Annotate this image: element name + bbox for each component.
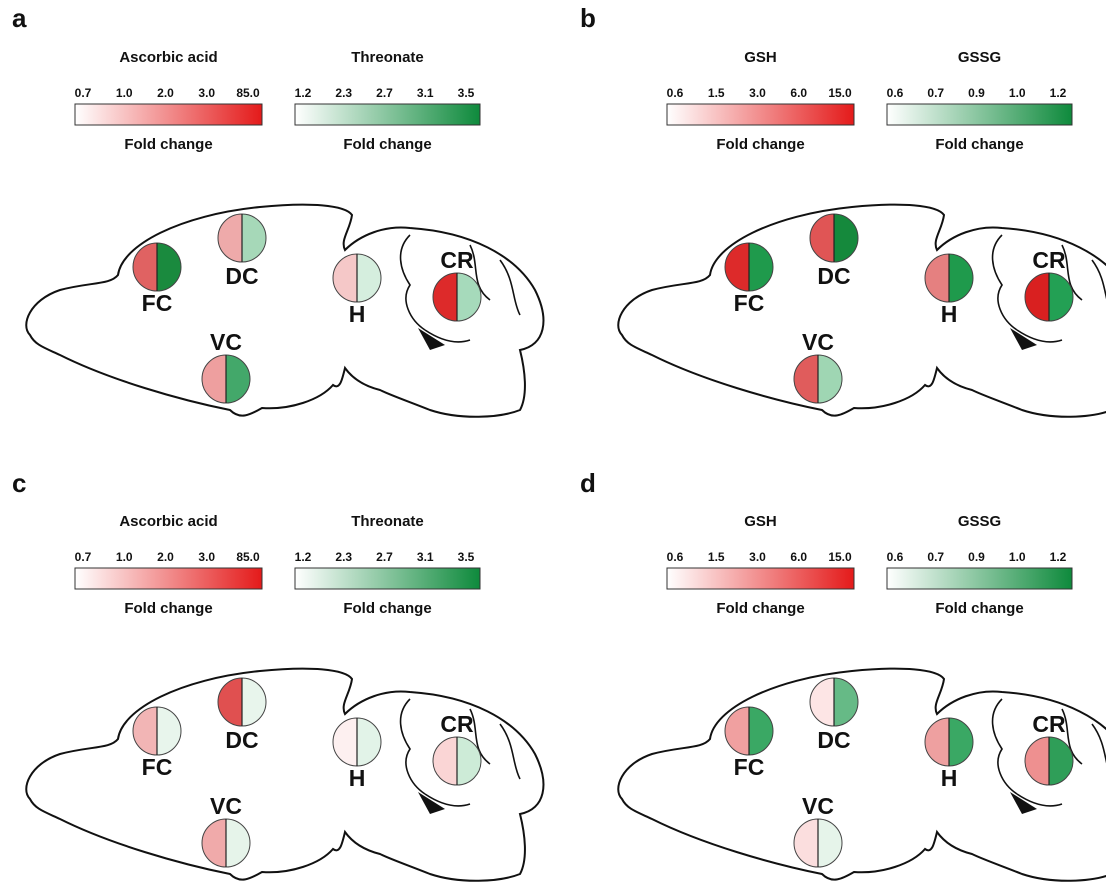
legend-tick-label: 1.2 (1050, 550, 1067, 564)
region-label: DC (817, 727, 850, 753)
legend-tick-label: 0.6 (667, 86, 684, 100)
region-label: DC (817, 263, 850, 289)
color-bar (667, 104, 854, 125)
legend-title: GSSG (958, 513, 1001, 530)
legend-title: GSH (744, 513, 777, 530)
legend-tick-label: 3.1 (417, 550, 434, 564)
legend-tick-label: 1.0 (116, 86, 133, 100)
legend-title: GSH (744, 49, 777, 66)
legend-tick-label: 2.7 (376, 550, 393, 564)
region-label: FC (734, 290, 765, 316)
legend-tick-label: 3.0 (749, 86, 766, 100)
legend-tick-label: 3.5 (458, 86, 475, 100)
legend-tick-label: 1.5 (708, 550, 725, 564)
color-bar (887, 568, 1072, 589)
region-label: H (349, 301, 366, 327)
color-bar (295, 104, 480, 125)
panel-letter: c (12, 468, 26, 498)
panel-letter: a (12, 3, 27, 33)
region-label: VC (802, 793, 834, 819)
color-bar (75, 568, 262, 589)
legend-label: Fold change (124, 136, 212, 153)
legend-tick-label: 0.7 (75, 550, 92, 564)
region-label: DC (225, 263, 258, 289)
figure: a Ascorbic acid 0.7 1.0 2.0 3.0 85.0 Fold chang… (0, 0, 1106, 890)
region-label: VC (210, 793, 242, 819)
color-bar (667, 568, 854, 589)
legend-label: Fold change (716, 136, 804, 153)
region-label: VC (210, 329, 242, 355)
region-label: DC (225, 727, 258, 753)
region-label: FC (142, 290, 173, 316)
region-label: CR (1032, 247, 1066, 273)
legend-tick-label: 3.0 (198, 86, 215, 100)
legend-tick-label: 2.0 (157, 550, 174, 564)
legend-tick-label: 0.9 (968, 550, 985, 564)
legend-tick-label: 2.7 (376, 86, 393, 100)
region-label: H (941, 301, 958, 327)
legend-title: Threonate (351, 49, 424, 66)
color-bar (887, 104, 1072, 125)
panel-letter: b (580, 3, 596, 33)
legend-title: Threonate (351, 513, 424, 530)
legend-tick-label: 2.3 (335, 86, 352, 100)
panel: GSH 0.6 1.5 3.0 6.0 15.0 Fold change GSSG 0.6 0.7… (618, 513, 1106, 881)
legend-label: Fold change (343, 600, 431, 617)
legend-tick-label: 0.7 (75, 86, 92, 100)
region-label: H (941, 765, 958, 791)
legend-tick-label: 3.0 (198, 550, 215, 564)
region-label: FC (142, 754, 173, 780)
legend-tick-label: 85.0 (236, 550, 260, 564)
legend-tick-label: 1.5 (708, 86, 725, 100)
region-label: VC (802, 329, 834, 355)
region-label: CR (1032, 711, 1066, 737)
color-bar (75, 104, 262, 125)
legend-tick-label: 1.2 (295, 86, 312, 100)
legend-tick-label: 1.0 (1009, 86, 1026, 100)
legend-tick-label: 15.0 (828, 550, 852, 564)
legend-label: Fold change (716, 600, 804, 617)
region-label: CR (440, 247, 474, 273)
panel: Ascorbic acid 0.7 1.0 2.0 3.0 85.0 Fold change… (26, 513, 543, 881)
legend-tick-label: 6.0 (790, 86, 807, 100)
region-label: CR (440, 711, 474, 737)
legend-tick-label: 1.0 (1009, 550, 1026, 564)
legend-tick-label: 3.1 (417, 86, 434, 100)
legend-tick-label: 15.0 (828, 86, 852, 100)
legend-label: Fold change (124, 600, 212, 617)
legend-tick-label: 3.0 (749, 550, 766, 564)
legend-label: Fold change (343, 136, 431, 153)
legend-tick-label: 2.3 (335, 550, 352, 564)
color-bar (295, 568, 480, 589)
region-label: FC (734, 754, 765, 780)
legend-tick-label: 2.0 (157, 86, 174, 100)
legend-tick-label: 0.9 (968, 86, 985, 100)
legend-label: Fold change (935, 136, 1023, 153)
legend-label: Fold change (935, 600, 1023, 617)
region-label: H (349, 765, 366, 791)
legend-tick-label: 3.5 (458, 550, 475, 564)
legend-tick-label: 6.0 (790, 550, 807, 564)
panel: Ascorbic acid 0.7 1.0 2.0 3.0 85.0 Fold change… (26, 49, 543, 417)
legend-tick-label: 85.0 (236, 86, 260, 100)
legend-tick-label: 1.2 (1050, 86, 1067, 100)
panel: GSH 0.6 1.5 3.0 6.0 15.0 Fold change GSSG 0.6 0.7… (618, 49, 1106, 417)
legend-title: GSSG (958, 49, 1001, 66)
legend-tick-label: 0.6 (667, 550, 684, 564)
legend-tick-label: 0.7 (927, 86, 944, 100)
panel-letter: d (580, 468, 596, 498)
legend-tick-label: 1.0 (116, 550, 133, 564)
legend-tick-label: 1.2 (295, 550, 312, 564)
legend-tick-label: 0.6 (887, 86, 904, 100)
legend-title: Ascorbic acid (119, 513, 217, 530)
legend-title: Ascorbic acid (119, 49, 217, 66)
legend-tick-label: 0.6 (887, 550, 904, 564)
legend-tick-label: 0.7 (927, 550, 944, 564)
